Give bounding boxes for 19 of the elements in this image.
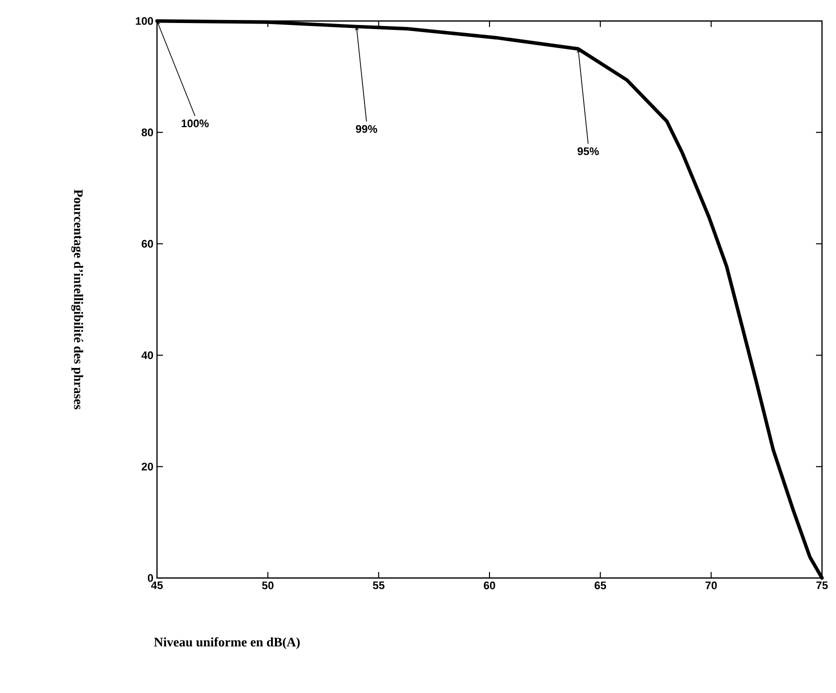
y-tick-label: 0 <box>148 574 154 582</box>
y-tick-label: 100 <box>136 17 154 25</box>
y-tick-label: 60 <box>142 240 154 248</box>
y-tick-label: 20 <box>142 462 154 470</box>
x-tick-label: 50 <box>262 582 274 590</box>
annotation: 95% <box>578 147 599 156</box>
x-tick-label: 60 <box>484 582 496 590</box>
y-axis-title: Pourcentage d’intelligibilité des phrases <box>71 190 84 410</box>
annotation: 99% <box>356 125 378 133</box>
y-tick-label: 40 <box>141 351 154 360</box>
annotation: 100% <box>182 120 209 128</box>
y-tick-label: 80 <box>142 128 154 136</box>
x-tick-label: 65 <box>594 582 606 590</box>
x-tick-label: 55 <box>372 582 384 590</box>
x-tick-label: 45 <box>151 582 163 590</box>
x-axis-title: Niveau uniforme en dB(A) <box>154 637 300 650</box>
x-tick-label: 75 <box>816 582 828 590</box>
x-tick-label: 70 <box>706 582 717 590</box>
line-series <box>155 19 824 580</box>
